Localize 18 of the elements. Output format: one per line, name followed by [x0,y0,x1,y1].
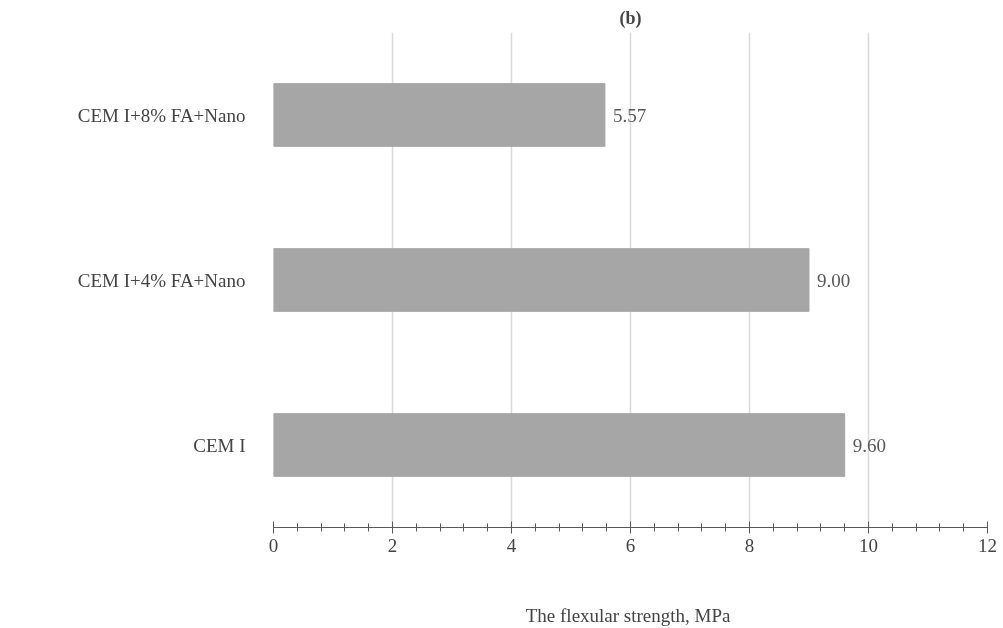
x-tick-label: 12 [978,534,997,556]
y-tick-label: CEM I [193,434,246,456]
x-tick-label: 6 [625,534,636,556]
y-tick-label: CEM I+8% FA+Nano [77,104,246,126]
x-tick-label: 8 [744,534,755,556]
x-axis-title: The flexular strength, MPa [525,604,732,626]
chart-title: (b) [619,7,642,29]
data-label: 9.00 [817,269,851,291]
bar [273,248,810,312]
x-tick-label: 10 [859,534,878,556]
y-tick-label: CEM I+4% FA+Nano [77,269,246,291]
x-tick-label: 0 [268,534,279,556]
bar [273,413,846,477]
data-label: 9.60 [852,434,886,456]
data-label: 5.57 [612,104,647,126]
bar [273,83,606,147]
x-tick-label: 4 [506,534,517,556]
x-tick-label: 2 [387,534,398,556]
